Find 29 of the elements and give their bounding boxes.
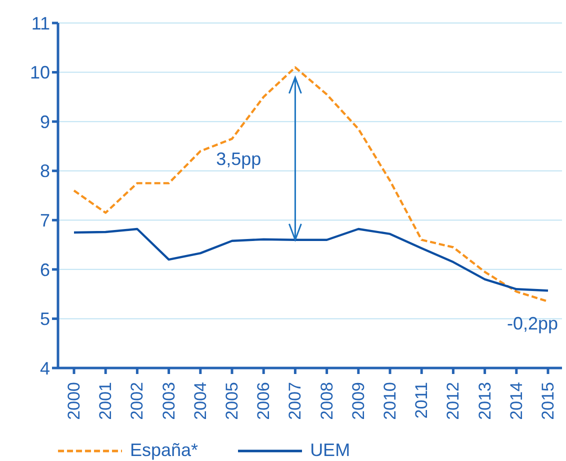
- x-tick-label: 2001: [96, 382, 116, 420]
- y-tick-label: 7: [40, 210, 50, 231]
- y-tick-label: 5: [40, 309, 50, 330]
- legend-label: UEM: [310, 440, 350, 461]
- annotation: 3,5pp: [216, 148, 262, 169]
- y-tick-label: 9: [40, 112, 50, 132]
- x-tick-label: 2009: [348, 382, 368, 420]
- x-tick-label: 2012: [444, 382, 463, 420]
- x-tick-label: 2004: [190, 382, 210, 420]
- x-tick-label: 2006: [254, 382, 274, 420]
- x-tick-label: 2011: [412, 382, 432, 419]
- legend-label: España*: [130, 440, 198, 461]
- x-tick-label: 2000: [64, 382, 84, 420]
- y-tick-label: 10: [30, 62, 50, 83]
- y-tick-label: 4: [40, 358, 50, 378]
- x-tick-label: 2008: [317, 382, 336, 420]
- x-tick-label: 2002: [128, 382, 147, 420]
- x-tick-label: 2007: [286, 382, 305, 420]
- annotation: -0,2pp: [506, 314, 558, 334]
- y-tick-label: 11: [31, 13, 50, 34]
- line-series: [72, 228, 550, 292]
- y-tick-label: 8: [40, 161, 50, 182]
- x-tick-label: 2015: [538, 382, 558, 420]
- x-tick-label: 2005: [222, 382, 242, 420]
- y-tick-label: 6: [40, 260, 50, 280]
- x-tick-label: 2013: [475, 382, 494, 420]
- x-tick-label: 2003: [159, 382, 178, 420]
- x-tick-label: 2010: [380, 382, 400, 420]
- x-tick-label: 2014: [506, 382, 526, 420]
